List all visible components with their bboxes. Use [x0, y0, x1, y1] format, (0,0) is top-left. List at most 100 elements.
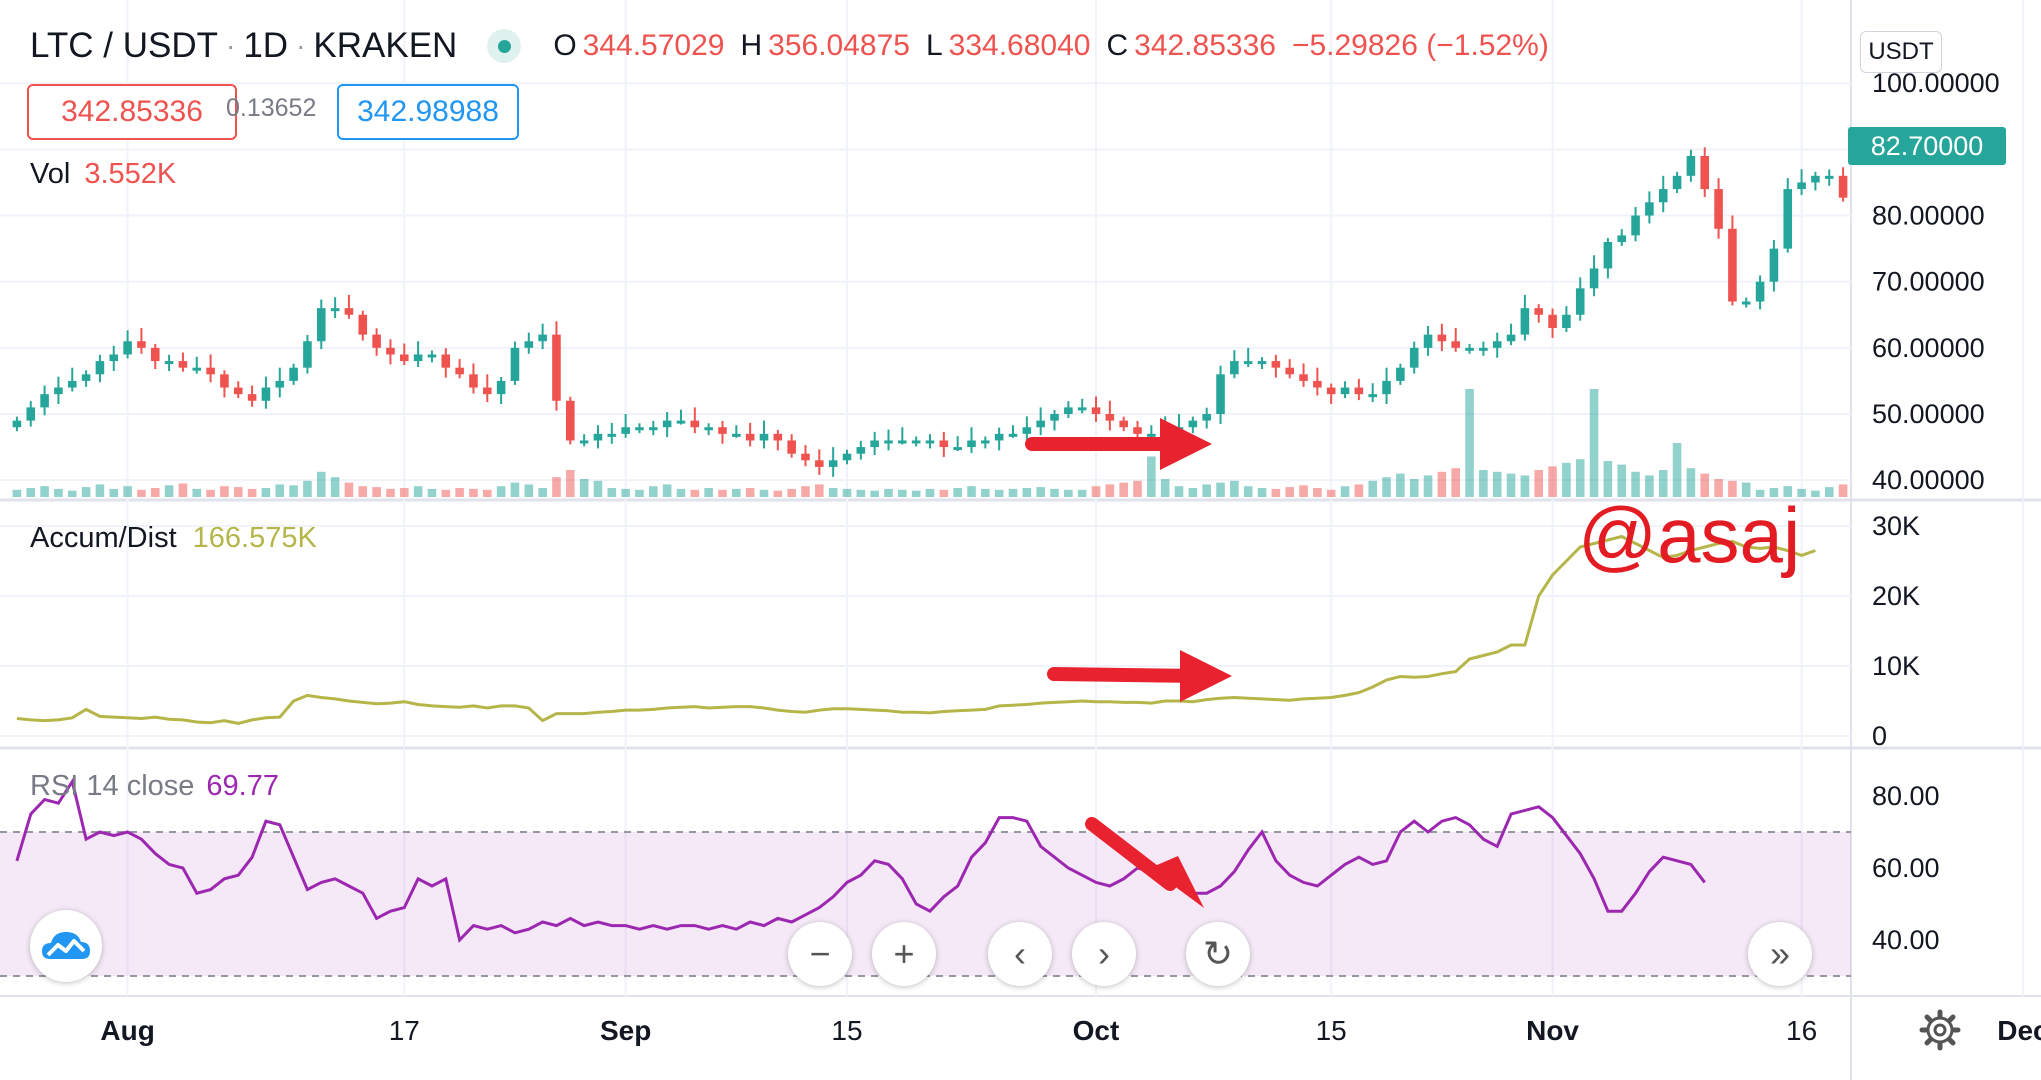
volume-bar	[787, 488, 796, 497]
candle-body	[455, 367, 464, 375]
market-status-icon	[487, 29, 522, 63]
volume-bar	[1783, 486, 1793, 497]
price-axis-tick: 50.00000	[1872, 399, 1985, 429]
red-arrow-price	[1025, 418, 1212, 470]
accum-dist-value: 166.575K	[192, 522, 317, 554]
zoom-in-button[interactable]: +	[872, 922, 936, 986]
candle-body	[1575, 288, 1585, 315]
candle-body	[1243, 361, 1253, 365]
candle-body	[593, 433, 603, 441]
volume-bar	[247, 488, 257, 497]
candle-body	[759, 433, 769, 441]
candle-body	[1050, 414, 1059, 421]
candle-body	[303, 341, 312, 368]
settings-gear-icon[interactable]	[1918, 1008, 1962, 1052]
open-value: 344.57029	[582, 29, 725, 62]
symbol-pair[interactable]: LTC / USDT	[30, 26, 218, 65]
zoom-out-button[interactable]: −	[788, 922, 852, 986]
candle-body	[870, 440, 879, 448]
volume-bar	[732, 488, 741, 497]
volume-bar	[399, 488, 409, 497]
rsi-axis-tick: 40.00	[1872, 925, 1940, 955]
volume-bar	[1008, 488, 1018, 497]
candle-body	[178, 361, 188, 368]
low-value: 334.68040	[948, 29, 1091, 62]
rsi-label: RSI 14 close	[30, 770, 195, 802]
volume-bar	[1811, 490, 1820, 497]
candle-body	[1077, 407, 1087, 411]
symbol-exchange: KRAKEN	[313, 26, 458, 65]
volume-bar	[496, 486, 506, 497]
candle-body	[1382, 380, 1391, 395]
volume-legend: Vol 3.552K	[30, 158, 176, 191]
volume-bar	[1479, 470, 1488, 497]
volume-bar	[621, 488, 630, 497]
rsi-axis-tick: 60.00	[1872, 853, 1940, 883]
volume-bar	[1465, 389, 1474, 497]
currency-badge[interactable]: USDT	[1860, 31, 1942, 73]
rsi-line	[15, 777, 1706, 944]
buy-price-button[interactable]: 342.98988	[337, 84, 519, 140]
volume-bar	[1382, 477, 1391, 497]
candle-body	[344, 308, 354, 315]
candle-body	[704, 427, 713, 431]
candle-body	[1714, 189, 1723, 229]
scroll-right-button[interactable]: ›	[1072, 922, 1136, 986]
candle-body	[1271, 361, 1281, 368]
scroll-left-button[interactable]: ‹	[988, 922, 1052, 986]
candle-body	[427, 354, 437, 358]
volume-bar	[95, 484, 105, 497]
volume-bar	[81, 487, 91, 497]
candle-body	[496, 380, 506, 395]
last-price-tag: 82.70000	[1848, 127, 2006, 165]
symbol-interval[interactable]: 1D	[243, 26, 289, 65]
volume-bar	[1741, 482, 1751, 497]
candle-body	[898, 440, 907, 444]
volume-bar	[828, 488, 838, 497]
open-label: O	[553, 29, 577, 62]
volume-bar	[1797, 488, 1806, 497]
volume-bar	[801, 486, 810, 497]
candle-body	[842, 453, 852, 461]
volume-bar	[773, 490, 783, 497]
go-to-realtime-button[interactable]: »	[1748, 922, 1812, 986]
reset-chart-button[interactable]: ↻	[1186, 922, 1250, 986]
volume-bar	[1617, 464, 1627, 497]
candle-body	[884, 440, 893, 444]
volume-bar	[953, 488, 962, 497]
volume-bar	[1147, 456, 1156, 497]
volume-bar	[1396, 473, 1405, 497]
sell-price-button[interactable]: 342.85336	[27, 84, 237, 140]
volume-bar	[1548, 466, 1557, 497]
time-axis-tick: Nov	[1526, 1015, 1579, 1046]
volume-bar	[455, 488, 464, 497]
volume-bar	[745, 488, 755, 497]
red-arrow-rsi	[1085, 817, 1204, 908]
volume-bar	[372, 487, 381, 497]
volume-bar	[815, 484, 824, 497]
volume-bar	[358, 486, 368, 497]
rsi-axis-tick: 80.00	[1872, 781, 1940, 811]
volume-bar	[1686, 468, 1696, 497]
volume-bar	[316, 471, 326, 497]
volume-bar	[1091, 486, 1101, 497]
candle-body	[95, 361, 105, 375]
volume-bar	[483, 489, 492, 497]
volume-bar	[1257, 488, 1267, 497]
candle-body	[1257, 361, 1267, 365]
candle-body	[1147, 433, 1156, 437]
volume-bar	[386, 488, 395, 497]
volume-bar	[1368, 480, 1377, 497]
candle-body	[1354, 387, 1364, 395]
tradingview-logo-button[interactable]	[30, 910, 102, 982]
candle-body	[1064, 407, 1073, 414]
candle-body	[939, 440, 949, 448]
volume-bar	[1050, 488, 1059, 497]
high-label: H	[740, 29, 763, 62]
candle-body	[1603, 242, 1613, 269]
volume-bar	[164, 485, 174, 497]
volume-bar	[1313, 488, 1322, 497]
volume-bar	[1672, 443, 1682, 497]
volume-bar	[261, 488, 271, 497]
volume-bar	[1506, 473, 1516, 497]
